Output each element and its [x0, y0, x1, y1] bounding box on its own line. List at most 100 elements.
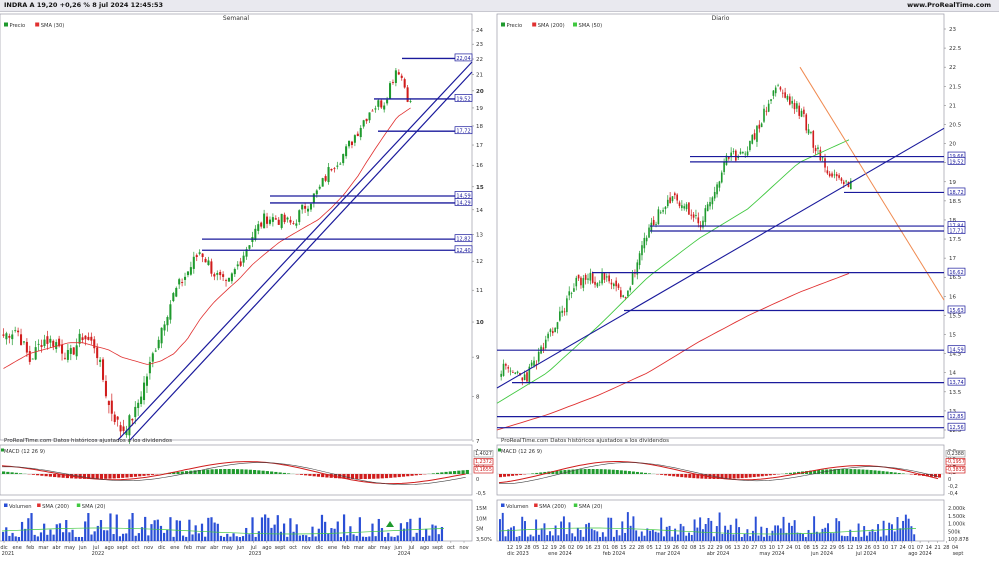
weekly-candle-body — [321, 178, 324, 187]
weekly-candle-body — [66, 349, 69, 360]
daily-xtick: 15 — [699, 545, 705, 551]
weekly-candle-body — [145, 376, 148, 386]
daily-macd-hist — [893, 472, 897, 474]
daily-macd-hist — [511, 474, 515, 476]
daily-volume-bar — [902, 520, 905, 541]
weekly-xtick: abr — [368, 545, 377, 551]
weekly-macd-hist — [214, 469, 218, 474]
weekly-volume-bar — [191, 534, 194, 541]
daily-volume-bar — [832, 533, 835, 541]
weekly-trendline-2 — [129, 71, 473, 441]
daily-legend-swatch — [573, 22, 577, 27]
daily-candle-body — [659, 212, 662, 214]
weekly-macd-hist — [274, 471, 278, 474]
weekly-candle-body — [245, 249, 248, 257]
daily-volume-bar — [751, 530, 754, 541]
weekly-candle-body — [353, 135, 356, 143]
daily-volume-bar — [821, 528, 824, 541]
weekly-volume-bar — [30, 513, 33, 541]
weekly-xtick: jun — [78, 545, 87, 551]
daily-xtick: 07 — [917, 545, 923, 551]
weekly-macd-hist — [180, 471, 184, 474]
weekly-candle-body — [96, 347, 99, 359]
daily-level-label: 12,85 — [949, 414, 963, 420]
weekly-macd-hist — [287, 473, 291, 474]
daily-macd-value-tag — [945, 458, 966, 466]
brand-link[interactable]: www.ProRealTime.com — [907, 1, 991, 9]
weekly-volume-bar — [17, 536, 20, 541]
weekly-candle-body — [63, 357, 66, 359]
weekly-candle-body — [181, 281, 184, 283]
daily-macd-hist — [563, 470, 567, 474]
weekly-candle-body — [116, 416, 119, 420]
daily-macd-tick: 0,4 — [948, 463, 956, 469]
weekly-macd-hist — [304, 474, 308, 476]
daily-volume-bar — [560, 521, 563, 541]
weekly-volume-bar — [219, 535, 223, 541]
daily-xtick: 03 — [760, 545, 766, 551]
weekly-candle-body — [5, 333, 8, 340]
weekly-volume-bar — [248, 534, 251, 541]
weekly-volume-bar — [5, 527, 8, 541]
daily-candle-body — [641, 245, 643, 256]
daily-volume-bar — [796, 532, 799, 541]
daily-volume-bar — [510, 527, 513, 541]
daily-candle-body — [580, 277, 582, 286]
weekly-volume-bar — [14, 536, 17, 541]
daily-trendline-orange — [799, 66, 945, 301]
weekly-candle-body — [192, 256, 195, 269]
daily-macd-hist — [861, 469, 865, 474]
daily-xtick: 15 — [812, 545, 818, 551]
daily-xtick: 17 — [777, 545, 783, 551]
daily-candle-body — [704, 208, 707, 223]
weekly-volume-bar — [156, 519, 159, 541]
charts-canvas[interactable]: Semanal Diario242322212019181716151413121… — [0, 12, 999, 569]
weekly-volume-bar — [159, 525, 163, 541]
daily-volume-bar — [535, 519, 538, 541]
daily-macd-hist — [543, 471, 547, 474]
weekly-candle-body — [189, 267, 192, 275]
weekly-volume-bar — [46, 534, 49, 541]
daily-volume-bar — [640, 531, 643, 541]
daily-candle-body — [749, 140, 751, 150]
weekly-candle-body — [34, 347, 37, 360]
weekly-volume-bar — [254, 536, 257, 541]
weekly-candle-body — [222, 274, 225, 277]
weekly-volume-bar — [20, 521, 24, 541]
daily-macd-hist — [603, 469, 607, 474]
weekly-candle-body — [368, 112, 371, 121]
weekly-macd-hist — [116, 474, 121, 479]
daily-xtick: 22 — [707, 545, 713, 551]
daily-volume-bar — [893, 531, 896, 541]
weekly-macd-hist — [10, 472, 14, 474]
weekly-candle-body — [216, 273, 219, 275]
daily-volume-bar — [843, 536, 846, 541]
daily-volume-bar — [890, 524, 893, 541]
weekly-candle-body — [292, 223, 295, 225]
daily-macd-hist — [635, 471, 639, 474]
weekly-volume-bar — [125, 533, 128, 541]
daily-macd-panel — [496, 444, 945, 496]
weekly-candle-body — [371, 110, 374, 112]
weekly-volume-bar — [402, 528, 406, 541]
weekly-ytick: 14 — [476, 208, 483, 214]
daily-xtick: 05 — [646, 545, 652, 551]
weekly-candle-body — [324, 176, 327, 181]
daily-volume-bar — [726, 529, 729, 541]
daily-xtick: 06 — [725, 545, 731, 551]
daily-macd-hist — [688, 474, 692, 478]
daily-macd-hist — [676, 474, 680, 477]
weekly-candle-body — [307, 208, 310, 212]
weekly-candle-body — [268, 219, 271, 224]
weekly-macd-hist — [380, 474, 384, 479]
daily-candle-body — [765, 110, 768, 112]
daily-ytick: 23 — [949, 27, 956, 33]
daily-volume-bar — [874, 531, 877, 541]
daily-xtick: 13 — [734, 545, 740, 551]
weekly-volume-bar — [52, 534, 55, 541]
daily-candle-body — [549, 329, 552, 333]
weekly-macd-hist — [6, 471, 10, 474]
weekly-candle-body — [400, 75, 403, 78]
daily-candle-body — [767, 103, 770, 112]
daily-candle-body — [645, 237, 648, 242]
